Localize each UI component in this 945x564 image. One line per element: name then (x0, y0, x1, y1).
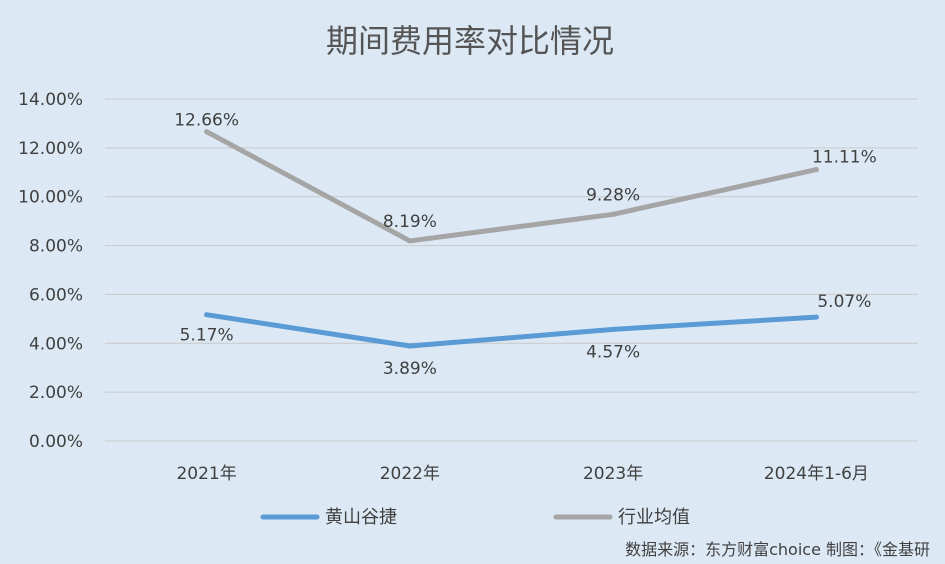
data-point-0-1 (407, 343, 413, 349)
data-labels: 5.17% 3.89% 4.57% 5.07% 12.66% 8.19% 9.28% 11.1… (174, 111, 877, 379)
y-tick-label-1: 2.00% (29, 383, 83, 403)
series-line-1 (204, 129, 819, 244)
data-label-0-3: 5.07% (817, 292, 871, 312)
y-tick-label-0: 0.00% (29, 432, 83, 452)
y-axis-tick-labels: 0.00% 2.00% 4.00% 6.00% 8.00% 10.00% 12.00% 14.… (18, 90, 83, 452)
x-tick-label-0: 2021年 (176, 464, 236, 484)
series-lines (204, 129, 819, 349)
data-label-0-1: 3.89% (383, 359, 437, 379)
data-point-0-3 (813, 314, 819, 320)
data-label-1-3: 11.11% (812, 148, 877, 168)
y-tick-label-5: 10.00% (18, 188, 83, 208)
legend-label-1: 行业均值 (618, 507, 690, 528)
data-label-1-2: 9.28% (586, 185, 640, 205)
y-tick-label-4: 8.00% (29, 237, 83, 257)
data-point-0-2 (610, 326, 616, 332)
chart-title: 期间费用率对比情况 (326, 22, 614, 60)
x-tick-label-3: 2024年1-6月 (764, 464, 869, 484)
legend: 黄山谷捷 行业均值 (260, 507, 690, 528)
legend-label-0: 黄山谷捷 (325, 507, 397, 528)
data-point-1-0 (204, 129, 210, 135)
y-tick-label-6: 12.00% (18, 139, 83, 159)
data-point-1-3 (813, 167, 819, 173)
data-point-1-1 (407, 238, 413, 244)
x-tick-label-2: 2023年 (583, 464, 643, 484)
source-note: 数据来源：东方财富choice 制图：《金基研 (625, 540, 930, 559)
y-tick-label-2: 4.00% (29, 334, 83, 354)
data-label-0-0: 5.17% (180, 326, 234, 346)
data-point-0-0 (204, 312, 210, 318)
data-label-0-2: 4.57% (586, 342, 640, 362)
series-line-0 (204, 312, 819, 349)
grid-lines (105, 98, 918, 442)
x-axis-tick-labels: 2021年 2022年 2023年 2024年1-6月 (176, 464, 868, 484)
y-tick-label-3: 6.00% (29, 285, 83, 305)
data-label-1-0: 12.66% (174, 111, 239, 131)
data-label-1-1: 8.19% (383, 212, 437, 232)
y-tick-label-7: 14.00% (18, 90, 83, 110)
data-point-1-2 (610, 211, 616, 217)
x-tick-label-1: 2022年 (380, 464, 440, 484)
